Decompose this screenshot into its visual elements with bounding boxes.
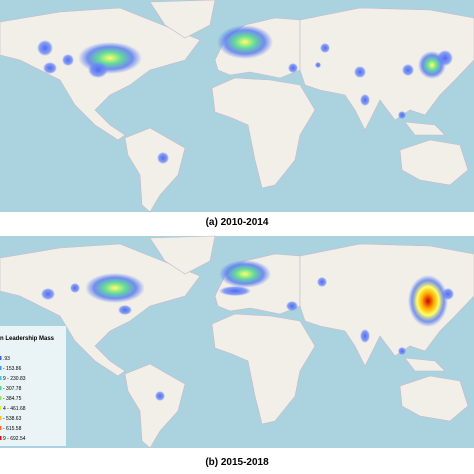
legend-label: - 615.58 — [3, 426, 22, 432]
legend-title: n Leadership Mass — [0, 336, 55, 342]
legend-label: - 153.86 — [3, 366, 22, 372]
caption: (b) 2015-2018 — [205, 457, 269, 468]
legend-label: 9 - 230.83 — [3, 376, 26, 382]
map-a — [0, 0, 474, 213]
map-b: n Leadership Mass .93 - 153.86 9 - 230.83 -… — [0, 235, 474, 449]
legend-swatch — [0, 386, 2, 390]
legend-swatch — [0, 436, 2, 440]
legend-label: 9 - 692.54 — [3, 436, 26, 442]
legend-label: .93 — [3, 356, 10, 362]
heat-layer — [37, 25, 453, 164]
caption: (a) 2010-2014 — [206, 217, 269, 228]
legend-swatch — [0, 356, 2, 360]
legend-swatch — [0, 376, 2, 380]
legend-swatch — [0, 426, 2, 430]
legend-label: - 384.75 — [3, 396, 22, 402]
legend-label: - 307.78 — [3, 386, 22, 392]
legend-box — [0, 326, 66, 446]
legend-swatch — [0, 366, 2, 370]
legend-label: 4 - 461.68 — [3, 406, 26, 412]
legend-swatch — [0, 406, 2, 410]
legend-swatch — [0, 396, 2, 400]
legend: n Leadership Mass .93 - 153.86 9 - 230.83 -… — [0, 326, 66, 446]
legend-swatch — [0, 416, 2, 420]
heat-layer — [41, 260, 454, 401]
legend-label: - 538.63 — [3, 416, 22, 422]
